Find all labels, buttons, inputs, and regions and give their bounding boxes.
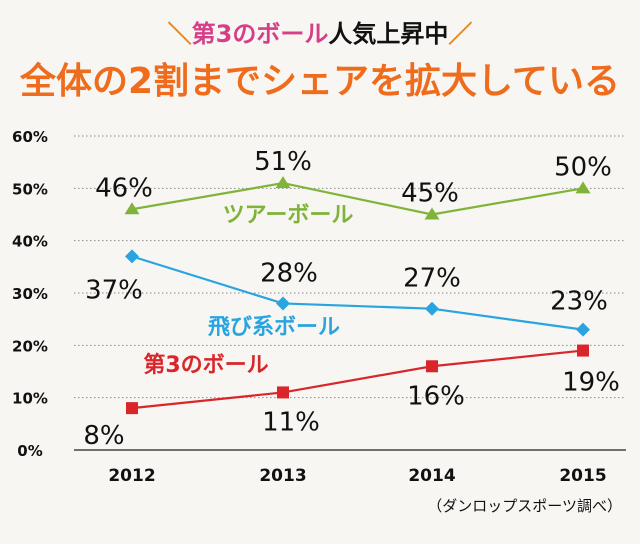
subtitle-rest: 人気上昇中	[328, 20, 449, 48]
slash-left: ＼	[167, 20, 192, 48]
y-tick-label: 60%	[12, 128, 48, 146]
chart-subtitle: ＼第3のボール人気上昇中／	[0, 14, 640, 49]
data-label: 27%	[403, 264, 461, 294]
data-point-triangle	[275, 176, 291, 189]
headline: ＼第3のボール人気上昇中／ 全体の2割までシェアを拡大している	[0, 0, 640, 108]
data-point-diamond	[276, 296, 290, 311]
data-point-triangle	[575, 181, 591, 194]
series-line	[131, 181, 584, 216]
series-label: 第3のボール	[143, 352, 268, 378]
series-label: 飛び系ボール	[208, 315, 340, 340]
x-tick-label: 2012	[108, 466, 155, 486]
series-label: ツアーボール	[223, 203, 354, 228]
y-tick-label: 10%	[12, 390, 48, 408]
data-point-diamond	[576, 322, 590, 337]
data-point-square	[577, 344, 589, 357]
y-tick-label: 20%	[12, 337, 48, 355]
y-tick-label: 0%	[17, 442, 42, 460]
data-label: 23%	[550, 287, 608, 317]
series-line	[131, 255, 584, 331]
data-point-square	[277, 386, 289, 399]
data-label: 8%	[83, 421, 124, 451]
data-label: 28%	[260, 258, 318, 288]
x-tick-label: 2015	[559, 466, 606, 486]
data-point-triangle	[124, 202, 140, 215]
data-point-diamond	[125, 249, 139, 264]
data-point-square	[426, 360, 438, 373]
y-tick-label: 30%	[12, 285, 48, 303]
data-label: 45%	[401, 179, 459, 209]
data-label: 51%	[254, 147, 312, 177]
slash-right: ／	[448, 20, 473, 48]
data-label: 19%	[562, 368, 620, 398]
data-label: 37%	[85, 275, 143, 305]
y-tick-label: 50%	[12, 180, 48, 198]
data-point-diamond	[425, 301, 439, 316]
data-label: 46%	[95, 173, 153, 203]
source-note: （ダンロップスポーツ調べ）	[427, 497, 622, 515]
data-label: 11%	[262, 407, 320, 437]
data-point-triangle	[424, 207, 440, 220]
series-line	[131, 349, 584, 410]
y-tick-label: 40%	[12, 233, 48, 251]
chart-title: 全体の2割までシェアを拡大している	[20, 61, 620, 102]
subtitle-highlight: 第3のボール	[191, 20, 329, 48]
data-label: 50%	[554, 152, 612, 182]
data-point-square	[126, 402, 138, 415]
x-tick-label: 2013	[259, 466, 306, 486]
x-tick-label: 2014	[408, 466, 455, 486]
data-label: 16%	[407, 381, 465, 411]
